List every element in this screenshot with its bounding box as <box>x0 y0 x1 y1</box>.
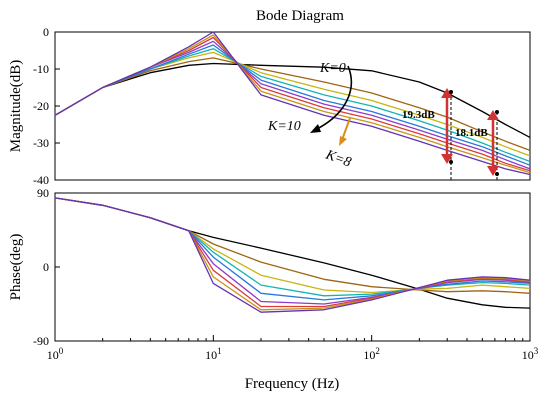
phase-series-group <box>54 197 531 313</box>
annotation-18-1db: 18.1dB <box>455 127 488 139</box>
measure-arrowhead-bottom-19db <box>441 154 453 164</box>
x-tick-label-3: 103 <box>522 346 539 362</box>
magnitude-series-line-1 <box>54 57 531 152</box>
annotation-k0: K=0 <box>319 61 346 76</box>
magnitude-series-line-2 <box>54 51 531 157</box>
magnitude-y-tick-label-2: -20 <box>33 99 49 113</box>
measure-arrowhead-bottom-18db <box>487 166 499 176</box>
phase-y-ticks: 90 0 -90 <box>33 186 60 348</box>
x-tick-label-0: 100 <box>47 346 64 362</box>
phase-series-line-5 <box>54 197 531 305</box>
magnitude-series-line-8 <box>54 31 531 176</box>
phase-x-ticks: 100 101 102 103 <box>47 335 539 362</box>
magnitude-y-tick-label-0: 0 <box>43 25 49 39</box>
phase-y-tick-label-2: -90 <box>33 334 49 348</box>
k-direction-arrow <box>314 65 353 131</box>
phase-series-line-8 <box>54 197 531 313</box>
measure-point-top-18db <box>495 110 499 114</box>
phase-axes-box <box>54 192 531 342</box>
annotation-19-3db: 19.3dB <box>402 109 435 121</box>
magnitude-y-tick-label-4: -40 <box>33 173 49 187</box>
measure-arrowhead-top-18db <box>487 110 499 120</box>
magnitude-axes-box <box>54 31 531 181</box>
magnitude-series-line-4 <box>54 44 531 166</box>
x-tick-label-2: 102 <box>363 346 380 362</box>
phase-y-tick-label-1: 0 <box>43 260 49 274</box>
magnitude-y-tick-label-1: -10 <box>33 62 49 76</box>
k8-marker-arrow <box>341 117 351 141</box>
magnitude-series-group <box>54 31 531 176</box>
magnitude-y-tick-label-3: -30 <box>33 136 49 150</box>
phase-y-tick-label-0: 90 <box>37 186 49 200</box>
annotation-k10: K=10 <box>267 119 301 134</box>
frequency-x-label: Frequency (Hz) <box>245 376 340 392</box>
magnitude-y-ticks: 0 -10 -20 -30 -40 <box>33 25 60 187</box>
annotation-k8: K=8 <box>323 147 353 170</box>
phase-series-line-7 <box>54 197 531 311</box>
measure-arrowhead-top-19db <box>441 88 453 98</box>
magnitude-series-line-0 <box>54 62 531 138</box>
measure-point-bottom-18db <box>495 172 499 176</box>
chart-title: Bode Diagram <box>256 8 344 24</box>
phase-y-label: Phase(deg) <box>8 234 24 301</box>
k8-marker-arrowhead <box>339 136 347 146</box>
magnitude-series-line-7 <box>54 34 531 174</box>
magnitude-y-label: Magnitude(dB) <box>8 60 24 152</box>
k-direction-arrowhead <box>310 124 321 133</box>
measure-point-top-19db <box>449 90 453 94</box>
phase-panel: 90 0 -90 100 101 102 103 Phase(deg) Frequency… <box>8 186 539 392</box>
magnitude-panel: 0 -10 -20 -30 -40 Magnitude(dB) K=0 K=10 K=8… <box>8 25 531 187</box>
measure-point-bottom-19db <box>449 160 453 164</box>
x-tick-label-1: 101 <box>205 346 222 362</box>
